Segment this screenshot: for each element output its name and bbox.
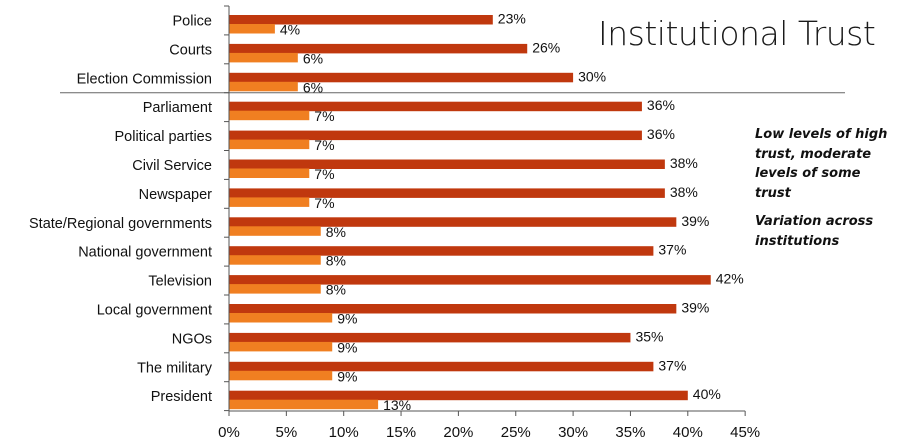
x-tick-label: 0% xyxy=(218,424,240,441)
data-label: 39% xyxy=(681,213,709,229)
data-label: 23% xyxy=(498,11,526,27)
bar xyxy=(229,370,333,381)
bar xyxy=(229,81,298,92)
note-variation: Variation across institutions xyxy=(755,214,874,249)
category-label: Courts xyxy=(169,42,212,58)
data-label: 7% xyxy=(314,166,334,182)
data-label: 40% xyxy=(693,386,721,402)
data-label: 6% xyxy=(303,79,323,95)
bar xyxy=(229,43,528,54)
data-label: 30% xyxy=(578,68,606,84)
bar xyxy=(229,361,654,372)
category-label: Parliament xyxy=(143,100,212,116)
data-label: 36% xyxy=(647,97,675,113)
bar xyxy=(229,168,310,178)
bar xyxy=(229,197,310,207)
category-label: Political parties xyxy=(114,129,212,145)
data-label: 9% xyxy=(337,339,357,355)
data-label: 37% xyxy=(658,242,686,258)
x-tick-label: 25% xyxy=(501,424,531,441)
bar xyxy=(229,188,665,198)
category-label: Television xyxy=(148,274,212,290)
bar xyxy=(229,139,310,150)
bar xyxy=(229,275,711,285)
bar xyxy=(229,226,321,236)
data-label: 7% xyxy=(314,195,334,211)
data-label: 37% xyxy=(658,357,686,373)
bar xyxy=(229,101,642,112)
data-label: 4% xyxy=(280,22,300,38)
data-label: 8% xyxy=(326,224,346,240)
data-label: 13% xyxy=(383,397,411,413)
bar xyxy=(229,390,688,401)
category-label: National government xyxy=(78,245,212,261)
category-label: Police xyxy=(173,13,213,29)
bar xyxy=(229,159,665,169)
category-label: Newspaper xyxy=(139,187,213,203)
bar xyxy=(229,284,321,294)
data-label: 9% xyxy=(337,368,357,384)
x-tick-label: 10% xyxy=(329,424,359,441)
bar xyxy=(229,246,654,256)
category-label: The military xyxy=(137,360,213,376)
bar xyxy=(229,313,333,323)
x-tick-label: 35% xyxy=(615,424,645,441)
bar xyxy=(229,72,574,83)
data-label: 7% xyxy=(314,108,334,124)
bar xyxy=(229,52,298,63)
x-tick-label: 40% xyxy=(673,424,703,441)
data-label: 39% xyxy=(681,300,709,316)
chart-title: Institutional Trust xyxy=(598,14,876,53)
bar xyxy=(229,332,631,343)
x-tick-label: 15% xyxy=(386,424,416,441)
data-label: 6% xyxy=(303,50,323,66)
x-tick-label: 30% xyxy=(558,424,588,441)
data-label: 7% xyxy=(314,137,334,153)
category-label: NGOs xyxy=(172,331,212,347)
bar xyxy=(229,399,379,410)
data-label: 42% xyxy=(716,271,744,287)
x-tick-label: 45% xyxy=(730,424,760,441)
bar xyxy=(229,217,677,227)
data-label: 26% xyxy=(532,39,560,55)
bar xyxy=(229,255,321,265)
data-label: 8% xyxy=(326,253,346,269)
note-trust-levels: Low levels of high trust, moderate level… xyxy=(755,127,888,201)
bar xyxy=(229,15,493,25)
x-tick-label: 5% xyxy=(276,424,298,441)
category-label: Local government xyxy=(97,302,212,318)
category-label: Civil Service xyxy=(132,158,212,174)
data-label: 36% xyxy=(647,126,675,142)
data-label: 9% xyxy=(337,311,357,327)
data-label: 38% xyxy=(670,184,698,200)
bar xyxy=(229,304,677,314)
category-label: Election Commission xyxy=(77,71,212,87)
bar xyxy=(229,130,642,141)
x-tick-label: 20% xyxy=(443,424,473,441)
category-label: President xyxy=(151,389,212,405)
category-label: State/Regional governments xyxy=(29,216,212,232)
bar xyxy=(229,24,275,34)
data-label: 8% xyxy=(326,282,346,298)
bar xyxy=(229,110,310,121)
data-label: 35% xyxy=(635,328,663,344)
bar xyxy=(229,341,333,352)
data-label: 38% xyxy=(670,155,698,171)
